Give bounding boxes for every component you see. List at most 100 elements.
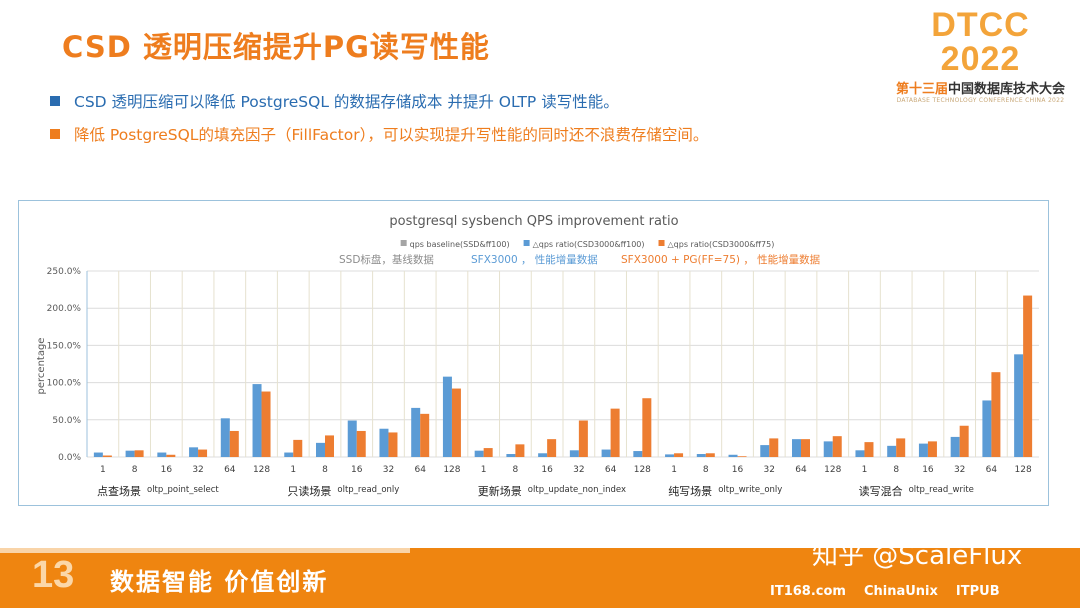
x-tick-label: 8 [513,465,519,475]
bar-ff100 [696,454,706,457]
bar-ff100 [411,407,421,457]
x-tick-label: 8 [893,465,899,475]
y-tick-label: 100.0% [47,379,82,389]
x-tick-label: 1 [671,465,677,475]
legend-swatch [658,240,665,246]
bar-ff100 [855,450,865,457]
bar-ff100 [506,454,516,457]
chart-container: postgresql sysbench QPS improvement rati… [18,200,1049,506]
x-tick-label: 32 [954,465,965,475]
partner-itpub: ITPUB [955,584,1000,599]
axis-labels: 0.0% 50.0% 100.0% 150.0% 200.0% 250.0% 1 8 16 32 6… [47,267,1032,498]
legend-label: △qps ratio(CSD3000&ff75) [668,240,775,249]
x-tick-label: 128 [824,465,841,475]
group-label-en: oltp_read_write [909,485,974,495]
bars [93,295,1033,457]
group-label-en: oltp_write_only [718,485,782,495]
logo-conference: 中国数据库技术大会 [948,82,1066,97]
bar-ff75 [991,372,1001,457]
bar-ff100 [760,445,770,457]
group-label-cn: 只读场景 [287,484,331,498]
x-tick-label: 1 [100,465,106,475]
bar-ff100 [125,450,135,457]
x-tick-label: 16 [922,465,934,475]
bar-ff100 [157,452,167,457]
bar-ff75 [737,456,747,457]
bar-ff75 [293,439,303,457]
bar-ff100 [252,384,262,457]
x-tick-label: 8 [322,465,328,475]
annotation: SFX3000 ， 性能增量数据 [471,253,598,266]
partner-chinaunix: ChinaUnix [863,584,938,599]
bar-ff75 [134,450,144,457]
y-tick-label: 200.0% [47,304,82,314]
bar-ff100 [189,447,199,457]
partner-it168: IT168.com [770,584,846,599]
bar-ff75 [483,448,493,457]
bar-ff75 [451,388,461,457]
bar-ff100 [379,428,389,457]
bar-ff75 [927,441,937,457]
x-tick-label: 1 [481,465,487,475]
annotations: SSD标盘，基线数据 SFX3000 ， 性能增量数据 SFX3000 + PG(F… [339,253,821,266]
bar-ff100 [220,418,230,457]
x-tick-label: 32 [192,465,203,475]
slide-title: CSD 透明压缩提升PG读写性能 [62,30,490,64]
bar-ff100 [950,436,960,457]
watermark: 知乎 @ScaleFlux [812,541,1023,571]
footer-banner: 13 数据智能 价值创新 知乎 @ScaleFlux IT168.com Chi… [0,541,1080,608]
bar-ff100 [442,376,452,457]
x-tick-label: 64 [414,465,426,475]
x-tick-label: 128 [1015,465,1032,475]
x-tick-label: 1 [862,465,868,475]
bar-ff75 [261,391,271,457]
x-tick-label: 32 [383,465,394,475]
x-tick-label: 128 [634,465,651,475]
bar-ff100 [918,443,928,457]
bar-ff100 [823,441,833,457]
bar-ff100 [316,442,325,457]
footer-slogan: 数据智能 价值创新 [110,568,329,596]
bar-ff75 [388,432,398,457]
dtcc-logo: DTCC 2022 第十三届中国数据库技术大会 DATABASE TECHNOL… [888,8,1073,104]
grid [86,270,1039,458]
bar-ff100 [569,450,579,457]
bullet-square-icon [50,96,60,106]
bar-ff100 [792,439,801,457]
group-label-en: oltp_read_only [337,485,399,495]
bar-ff75 [102,455,112,457]
bar-ff75 [801,439,810,457]
y-axis-label: percentage [36,338,47,395]
x-tick-label: 64 [986,465,998,475]
x-tick-label: 128 [443,465,460,475]
bar-ff100 [982,400,992,457]
logo-name: 第十三届中国数据库技术大会 [888,78,1073,97]
badge-13: 13 [32,554,75,596]
logo-brand: DTCC 2022 [931,6,1030,78]
bar-ff100 [538,453,548,457]
bar-ff75 [674,453,684,457]
bullet-text: CSD 透明压缩可以降低 PostgreSQL 的数据存储成本 并提升 OLTP… [74,93,619,111]
bar-ff75 [896,438,906,457]
bullet-square-icon [50,129,60,139]
footer-strip [0,548,410,553]
x-tick-label: 32 [573,465,584,475]
bar-ff75 [959,425,969,457]
bar-ff75 [1023,295,1033,457]
x-tick-label: 16 [351,465,363,475]
annotation: SFX3000 + PG(FF=75) ， 性能增量数据 [621,253,821,266]
bar-ff75 [356,430,366,457]
bullet-text: 降低 PostgreSQL的填充因子（FillFactor），可以实现提升写性能… [74,126,709,144]
bar-ff75 [420,413,430,457]
x-tick-label: 64 [795,465,807,475]
group-label-cn: 纯写场景 [668,484,712,498]
bar-ff100 [284,452,294,457]
y-tick-label: 50.0% [52,416,81,426]
chart-title: postgresql sysbench QPS improvement rati… [389,214,678,229]
annotation: SSD标盘，基线数据 [339,253,434,266]
legend-swatch [523,240,530,246]
y-tick-label: 250.0% [47,267,82,277]
y-tick-label: 150.0% [47,341,82,351]
group-label-cn: 更新场景 [478,484,522,498]
bar-chart: postgresql sysbench QPS improvement rati… [36,214,1039,498]
